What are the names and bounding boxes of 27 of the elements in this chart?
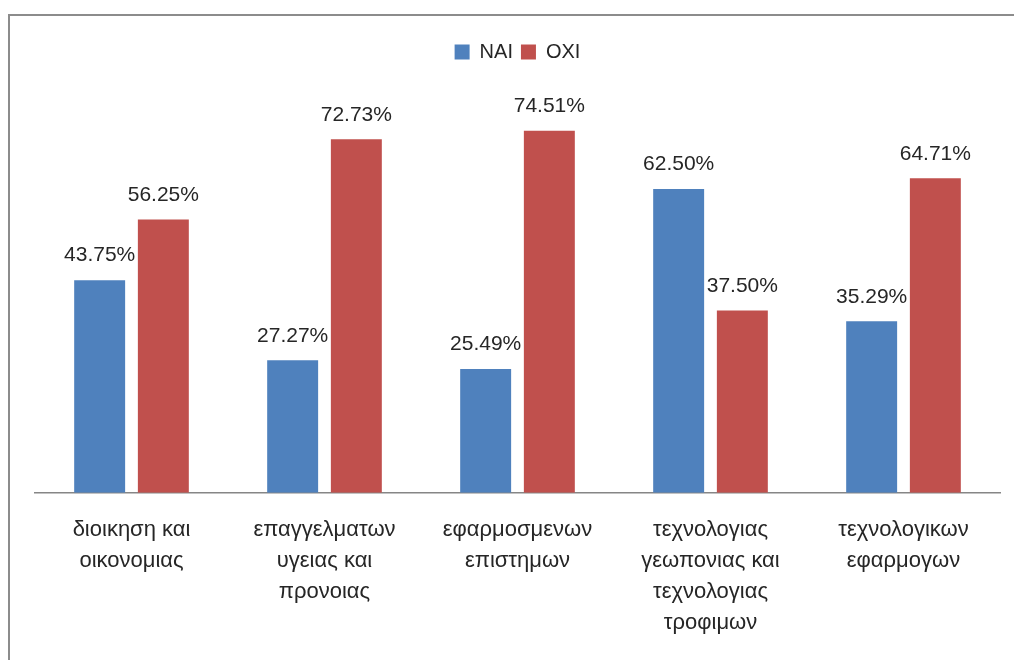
- bar: [74, 280, 126, 493]
- data-label: 64.71%: [899, 140, 971, 164]
- bar: [846, 321, 898, 493]
- bar: [330, 139, 382, 493]
- bar: [267, 360, 319, 493]
- bar: [909, 178, 961, 493]
- x-tick-label: επαγγελματων υγειας και προνοιας: [253, 516, 396, 603]
- bar: [523, 130, 575, 493]
- data-label: 62.50%: [643, 151, 715, 175]
- bar: [460, 368, 512, 493]
- data-label: 37.50%: [706, 272, 778, 296]
- data-label: 27.27%: [257, 322, 329, 346]
- bar: [137, 219, 189, 493]
- x-tick-label: διοικηση και οικονομιας: [72, 516, 191, 573]
- x-tick-label: τεχνολογιας γεωπονιας και τεχνολογιας τροφιμων: [641, 516, 780, 634]
- data-label: 74.51%: [513, 92, 585, 116]
- data-label: 72.73%: [320, 101, 392, 125]
- data-label: 43.75%: [64, 242, 136, 266]
- x-tick-label: εφαρμοσμενων επιστημων: [442, 516, 593, 573]
- legend-label: OXI: [545, 39, 581, 62]
- data-label: 35.29%: [836, 283, 908, 307]
- data-label: 56.25%: [127, 181, 199, 205]
- bar: [653, 189, 705, 493]
- x-tick-label: τεχνολογικων εφαρμογων: [838, 516, 969, 573]
- bar: [716, 310, 768, 493]
- data-label: 25.49%: [450, 331, 522, 355]
- legend-label: NAI: [479, 39, 513, 62]
